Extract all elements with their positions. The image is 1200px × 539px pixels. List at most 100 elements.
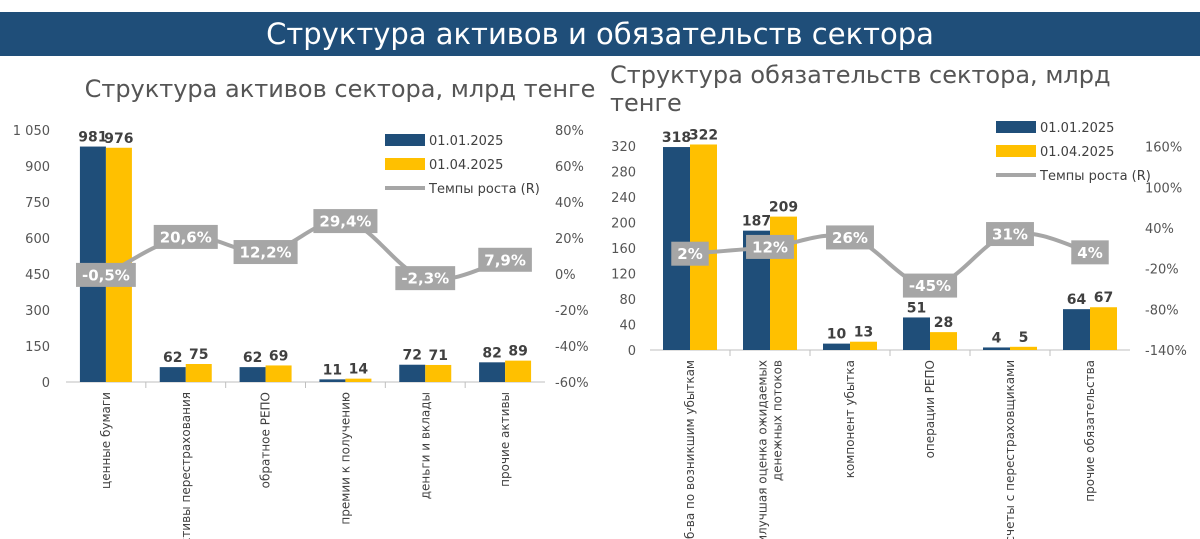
growth-rate-data-label: 26% (826, 225, 874, 250)
growth-rate-label-text: 31% (992, 226, 1028, 244)
y-right-tick-label: 80% (555, 124, 584, 139)
legend: 01.01.2025 01.04.2025 Темпы роста (R) (996, 121, 1151, 184)
y-right-tick-label: 40% (1145, 222, 1174, 237)
y-left-tick-label: 150 (25, 340, 50, 355)
growth-rate-label-text: 20,6% (160, 228, 212, 246)
growth-rate-label-text: 26% (832, 229, 868, 247)
growth-rate-data-label: -0,5% (76, 262, 136, 287)
y-left-tick-label: 160 (611, 242, 636, 257)
assets-chart: 0 150 300 450 600 750 900 1 050 -60% -40% -20% 0% 20… (13, 124, 589, 539)
category-label: компонент убытка (843, 360, 857, 478)
bar-value-label: 72 (403, 348, 422, 364)
category-label: премии к получению (338, 392, 352, 525)
bar-value-label: 13 (854, 325, 873, 341)
y-left-tick-label: 0 (42, 376, 50, 391)
growth-rate-label-box (395, 266, 456, 291)
category-label: активы перестрахования (179, 392, 193, 539)
bar-01.01.2025 (239, 367, 266, 382)
category-label: операции РЕПО (923, 360, 937, 458)
y-left-tick-label: 300 (25, 304, 50, 319)
category-label: деньги и вклады (418, 392, 432, 499)
y-right-tick-label: -40% (555, 340, 589, 355)
y-left-tick-label: 0 (628, 344, 636, 359)
bar-value-label: 10 (827, 327, 847, 343)
legend-label: Темпы роста (R) (1039, 169, 1151, 184)
growth-rate-data-label: 29,4% (313, 209, 378, 234)
bar-01.04.2025 (1010, 346, 1037, 350)
y-left-tick-label: 200 (611, 216, 636, 231)
y-right-tick-label: -140% (1145, 344, 1187, 359)
growth-rate-data-label: -45% (902, 273, 958, 298)
y-right-tick-label: 100% (1145, 181, 1182, 196)
growth-rate-label-box (153, 224, 218, 249)
growth-rate-label-box (986, 222, 1034, 247)
growth-rate-label-box (76, 262, 136, 287)
growth-rate-data-label: 2% (671, 241, 709, 266)
category-label: ценные бумаги (99, 392, 113, 489)
growth-rate-label-text: 7,9% (484, 251, 526, 269)
growth-rate-data-label: 7,9% (478, 247, 532, 272)
legend-item-growth: Темпы роста (R) (385, 182, 540, 197)
y-left-tick-label: 40 (619, 318, 636, 333)
bar-value-label: 67 (1094, 290, 1113, 306)
y-right-tick-label: -20% (1145, 263, 1179, 278)
assets-chart-title: Структура активов сектора, млрд тенге (84, 75, 596, 103)
bar-01.01.2025 (983, 347, 1010, 350)
bar-01.04.2025 (930, 332, 957, 350)
bar-01.01.2025 (479, 362, 506, 382)
bar-01.04.2025 (185, 364, 212, 382)
growth-rate-label-text: 12% (752, 238, 788, 256)
bar-01.01.2025 (823, 343, 850, 350)
bar-value-label: 14 (349, 362, 369, 378)
bar-01.01.2025 (319, 379, 346, 382)
y-right-tick-label: 0% (555, 268, 576, 283)
bar-value-label: 4 (992, 330, 1002, 346)
y-left-tick-label: 600 (25, 232, 50, 247)
y-left-tick-label: 280 (611, 165, 636, 180)
y-right-tick-label: 160% (1145, 141, 1182, 156)
category-label: расчеты с перестраховщиками (1003, 360, 1017, 539)
legend-swatch (385, 158, 425, 170)
legend-item-series-2: 01.04.2025 (996, 145, 1114, 160)
banner-title: Структура активов и обязательств сектора (266, 17, 934, 51)
legend-item-series-2: 01.04.2025 (385, 158, 503, 173)
bar-value-label: 51 (907, 300, 926, 316)
legend-label: 01.04.2025 (429, 158, 503, 173)
legend: 01.01.2025 01.04.2025 Темпы роста (R) (385, 134, 540, 197)
category-label: денежных потоков (771, 360, 785, 481)
growth-rate-label-box (671, 241, 709, 266)
growth-rate-label-text: 12,2% (240, 244, 292, 262)
growth-rate-label-text: -0,5% (82, 266, 130, 284)
y-right-tick-label: -80% (1145, 303, 1179, 318)
growth-rate-label-box (826, 225, 874, 250)
growth-rate-data-label: 4% (1071, 240, 1109, 265)
legend-item-growth: Темпы роста (R) (996, 169, 1151, 184)
y-left-tick-label: 900 (25, 160, 50, 175)
bar-01.04.2025 (265, 365, 292, 382)
bar-value-label: 322 (689, 127, 718, 143)
category-label: об-ва по возникшим убыткам (683, 360, 697, 539)
bar-value-label: 981 (78, 130, 107, 146)
bar-01.01.2025 (159, 367, 186, 382)
bar-01.04.2025 (425, 364, 452, 382)
y-left-tick-label: 240 (611, 191, 636, 206)
category-label: прочие активы (498, 392, 512, 487)
bar-value-label: 64 (1067, 292, 1087, 308)
bar-value-label: 318 (662, 130, 691, 146)
y-left-tick-label: 80 (619, 293, 636, 308)
bar-value-label: 82 (482, 345, 501, 361)
legend-item-series-1: 01.01.2025 (996, 121, 1114, 136)
growth-rate-data-label: 31% (986, 222, 1034, 247)
growth-rate-label-text: 2% (677, 245, 702, 263)
y-right-tick-label: 40% (555, 196, 584, 211)
liabilities-chart: 0 40 80 120 160 200 240 280 320 -140% -80% -20% 40% 1… (611, 121, 1187, 539)
growth-rate-label-text: 29,4% (319, 213, 371, 231)
growth-rate-label-box (478, 247, 532, 272)
y-right-tick-label: -60% (555, 376, 589, 391)
legend-label: 01.01.2025 (1040, 121, 1114, 136)
y-left-tick-label: 450 (25, 268, 50, 283)
legend-item-series-1: 01.01.2025 (385, 134, 503, 149)
legend-label: 01.04.2025 (1040, 145, 1114, 160)
legend-label: 01.01.2025 (429, 134, 503, 149)
legend-swatch (385, 134, 425, 146)
